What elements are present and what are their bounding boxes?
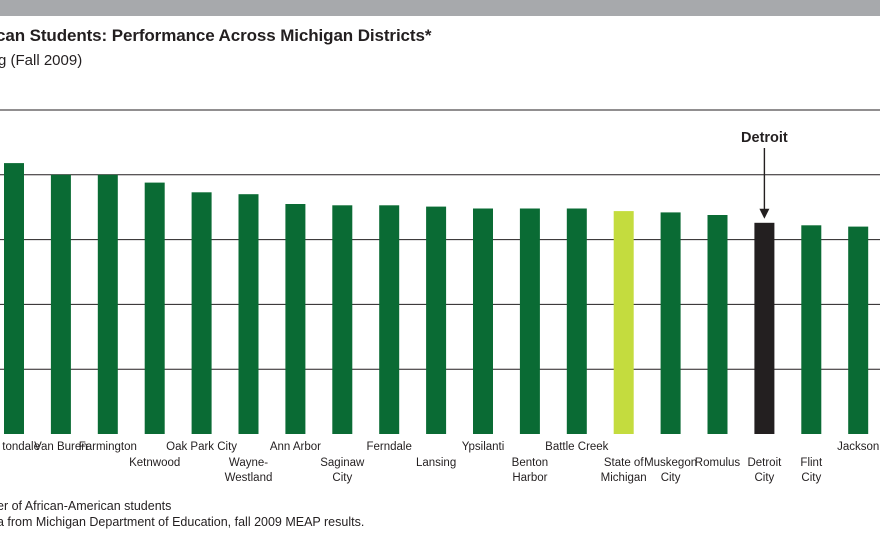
bar	[97, 174, 118, 435]
x-tick-label: Flint City	[800, 457, 823, 484]
bar	[50, 174, 71, 435]
bar	[566, 208, 587, 434]
bar	[4, 163, 24, 434]
x-tick-label: Ketnwood	[129, 457, 180, 469]
bar	[238, 194, 259, 434]
bar	[332, 205, 353, 434]
x-tick-label: tondale	[2, 441, 40, 453]
footnote-1: er of African-American students	[0, 499, 172, 513]
bar	[754, 222, 775, 434]
x-tick-label: Ypsilanti	[462, 441, 505, 453]
x-tick-label: Lansing	[416, 457, 456, 469]
x-tick-label: State of Michigan	[601, 457, 647, 484]
bar	[426, 206, 447, 434]
footnote-source: a from Michigan Department of Education,…	[0, 515, 365, 529]
bar	[613, 211, 634, 434]
chart-subtitle: g (Fall 2009)	[0, 52, 83, 69]
x-tick-label: Battle Creek	[545, 441, 609, 453]
x-tick-label: Oak Park City	[166, 441, 237, 453]
detroit-annotation: Detroit	[741, 130, 788, 219]
bar	[379, 205, 400, 434]
x-tick-label: Detroit City	[747, 457, 782, 484]
x-tick-label: Ferndale	[367, 441, 412, 453]
bar	[519, 208, 540, 434]
bar	[191, 192, 212, 434]
x-tick-label: Farmington	[79, 441, 137, 453]
x-tick-label: Wayne-Westland	[225, 457, 273, 484]
chart-title: can Students: Performance Across Michiga…	[0, 26, 432, 45]
bars	[4, 163, 869, 435]
top-banner	[0, 0, 880, 16]
bar	[801, 225, 822, 434]
x-tick-label: Romulus	[695, 457, 741, 469]
x-tick-label: Muskegon City	[644, 457, 697, 484]
x-tick-label: Saginaw City	[320, 457, 365, 484]
x-tick-label: Jackson	[837, 441, 879, 453]
bar	[707, 215, 728, 434]
x-tick-label: Van Buren	[34, 441, 88, 453]
bar	[660, 212, 681, 434]
x-tick-label: Ann Arbor	[270, 441, 321, 453]
annotation-label: Detroit	[741, 130, 788, 146]
annotation-arrow-head	[759, 208, 770, 219]
bar	[848, 226, 869, 434]
bar	[473, 208, 493, 434]
bar	[144, 182, 165, 434]
bar	[285, 204, 306, 434]
x-tick-label: Benton Harbor	[512, 457, 548, 484]
